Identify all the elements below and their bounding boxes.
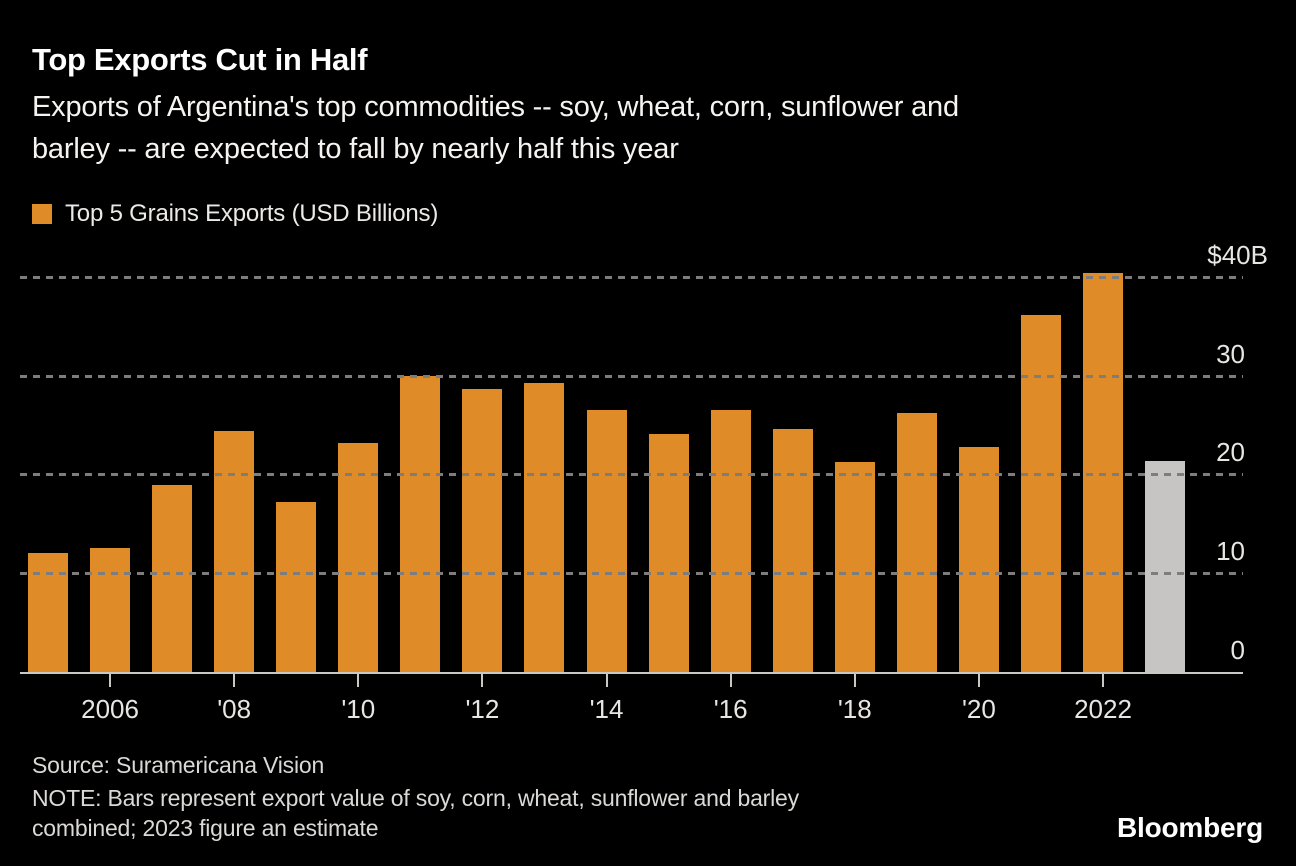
bar-2015 bbox=[648, 433, 689, 672]
legend-label: Top 5 Grains Exports (USD Billions) bbox=[65, 200, 439, 227]
x-axis-line bbox=[20, 672, 1243, 674]
y-axis-label-20: 20 bbox=[1216, 437, 1245, 468]
x-axis-label-2014: '14 bbox=[589, 694, 624, 724]
x-axis-label-2008: '08 bbox=[217, 694, 252, 724]
y-axis-label-0: 0 bbox=[1230, 635, 1245, 665]
x-axis-label-2006: 2006 bbox=[81, 694, 139, 724]
bar-2013 bbox=[524, 382, 565, 672]
legend-swatch-icon bbox=[32, 204, 52, 224]
x-tick-2008 bbox=[233, 674, 236, 687]
bar-2022 bbox=[1083, 272, 1124, 672]
bar-2018 bbox=[834, 461, 875, 672]
chart-title: Top Exports Cut in Half bbox=[32, 42, 368, 77]
bar-2016 bbox=[710, 410, 751, 672]
chart-subtitle: Exports of Argentina's top commodities -… bbox=[32, 86, 959, 170]
x-axis-label-2010: '10 bbox=[341, 694, 376, 724]
bar-2019 bbox=[896, 413, 937, 672]
gridline-30 bbox=[20, 374, 1243, 378]
gridline-40 bbox=[20, 275, 1243, 279]
subtitle-line-2: barley -- are expected to fall by nearly… bbox=[32, 133, 679, 165]
bar-chart-plot-area: $40B 30 20 10 0 2006 '08 '10 '12 '14 '16 '18 '20 2022 bbox=[0, 238, 1296, 748]
x-tick-2018 bbox=[853, 674, 856, 687]
note-line-2: combined; 2023 figure an estimate bbox=[32, 815, 379, 841]
x-tick-2016 bbox=[729, 674, 732, 687]
x-axis-label-2016: '16 bbox=[713, 694, 748, 724]
bar-2010 bbox=[338, 442, 379, 672]
bar-2021 bbox=[1020, 315, 1061, 672]
bar-2020 bbox=[958, 446, 999, 672]
legend: Top 5 Grains Exports (USD Billions) bbox=[32, 200, 438, 228]
bar-2011 bbox=[400, 375, 441, 672]
x-tick-2006 bbox=[109, 674, 112, 687]
x-tick-2012 bbox=[481, 674, 484, 687]
x-axis-label-2012: '12 bbox=[465, 694, 500, 724]
y-axis-label-30: 30 bbox=[1216, 338, 1245, 369]
bar-2017 bbox=[772, 429, 813, 672]
x-axis-label-2020: '20 bbox=[961, 694, 996, 724]
bar-2007 bbox=[152, 485, 193, 672]
bloomberg-logo: Bloomberg bbox=[1117, 812, 1263, 843]
x-tick-2022 bbox=[1102, 674, 1105, 687]
y-axis-label-40: $40B bbox=[1207, 239, 1268, 270]
bar-2009 bbox=[276, 502, 317, 672]
y-axis-label-10: 10 bbox=[1216, 536, 1245, 567]
subtitle-line-1: Exports of Argentina's top commodities -… bbox=[32, 91, 959, 123]
bar-2006 bbox=[90, 547, 131, 672]
note-line-1: NOTE: Bars represent export value of soy… bbox=[32, 785, 799, 811]
gridline-20 bbox=[20, 473, 1243, 477]
bar-2023 bbox=[1145, 460, 1186, 672]
source-text: Source: Suramericana Vision bbox=[32, 752, 325, 778]
bar-2014 bbox=[586, 410, 627, 672]
x-axis-label-2018: '18 bbox=[837, 694, 872, 724]
note-text: NOTE: Bars represent export value of soy… bbox=[32, 783, 799, 843]
x-tick-2020 bbox=[977, 674, 980, 687]
gridline-10 bbox=[20, 572, 1243, 576]
bar-2012 bbox=[462, 388, 503, 672]
bar-2008 bbox=[214, 431, 255, 672]
x-tick-2014 bbox=[605, 674, 608, 687]
x-axis-label-2022: 2022 bbox=[1074, 694, 1132, 724]
x-tick-2010 bbox=[357, 674, 360, 687]
